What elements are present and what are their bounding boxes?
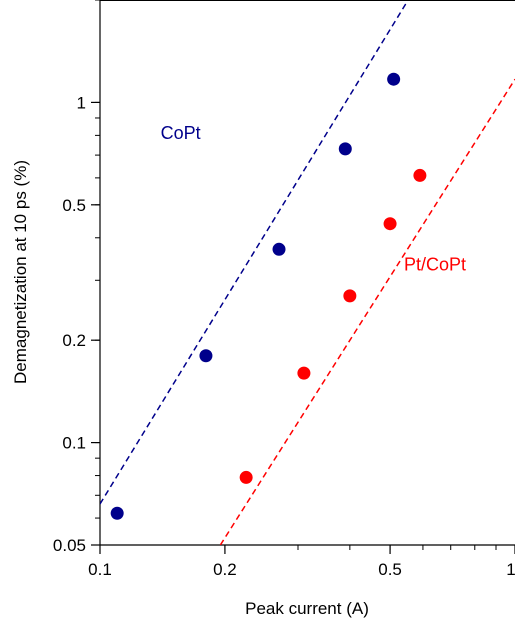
series-label-pt-copt: Pt/CoPt bbox=[404, 255, 466, 275]
data-point-pt-copt bbox=[383, 217, 397, 231]
y-tick-label: 1 bbox=[77, 93, 86, 112]
data-point-pt-copt bbox=[239, 470, 253, 484]
x-axis-title: Peak current (A) bbox=[245, 599, 369, 618]
x-tick-label: 1 bbox=[506, 560, 515, 579]
y-tick-label: 0.05 bbox=[53, 536, 86, 555]
y-tick-label: 0.1 bbox=[62, 434, 86, 453]
data-point-copt bbox=[387, 72, 401, 86]
y-tick-label: 0.2 bbox=[62, 331, 86, 350]
data-point-copt bbox=[272, 242, 286, 256]
y-axis-title: Demagnetization at 10 ps (%) bbox=[11, 160, 30, 384]
x-tick-label: 0.5 bbox=[378, 560, 402, 579]
data-point-copt bbox=[110, 506, 124, 520]
fit-line-copt bbox=[100, 1, 408, 505]
data-point-copt bbox=[199, 349, 213, 363]
fit-line-pt-copt bbox=[219, 78, 515, 545]
data-point-pt-copt bbox=[343, 289, 357, 303]
y-tick-label: 0.5 bbox=[62, 196, 86, 215]
series-label-copt: CoPt bbox=[161, 123, 201, 143]
data-point-pt-copt bbox=[297, 366, 311, 380]
data-point-copt bbox=[338, 142, 352, 156]
x-tick-label: 0.2 bbox=[213, 560, 237, 579]
data-point-pt-copt bbox=[413, 168, 427, 182]
x-tick-label: 0.1 bbox=[88, 560, 112, 579]
